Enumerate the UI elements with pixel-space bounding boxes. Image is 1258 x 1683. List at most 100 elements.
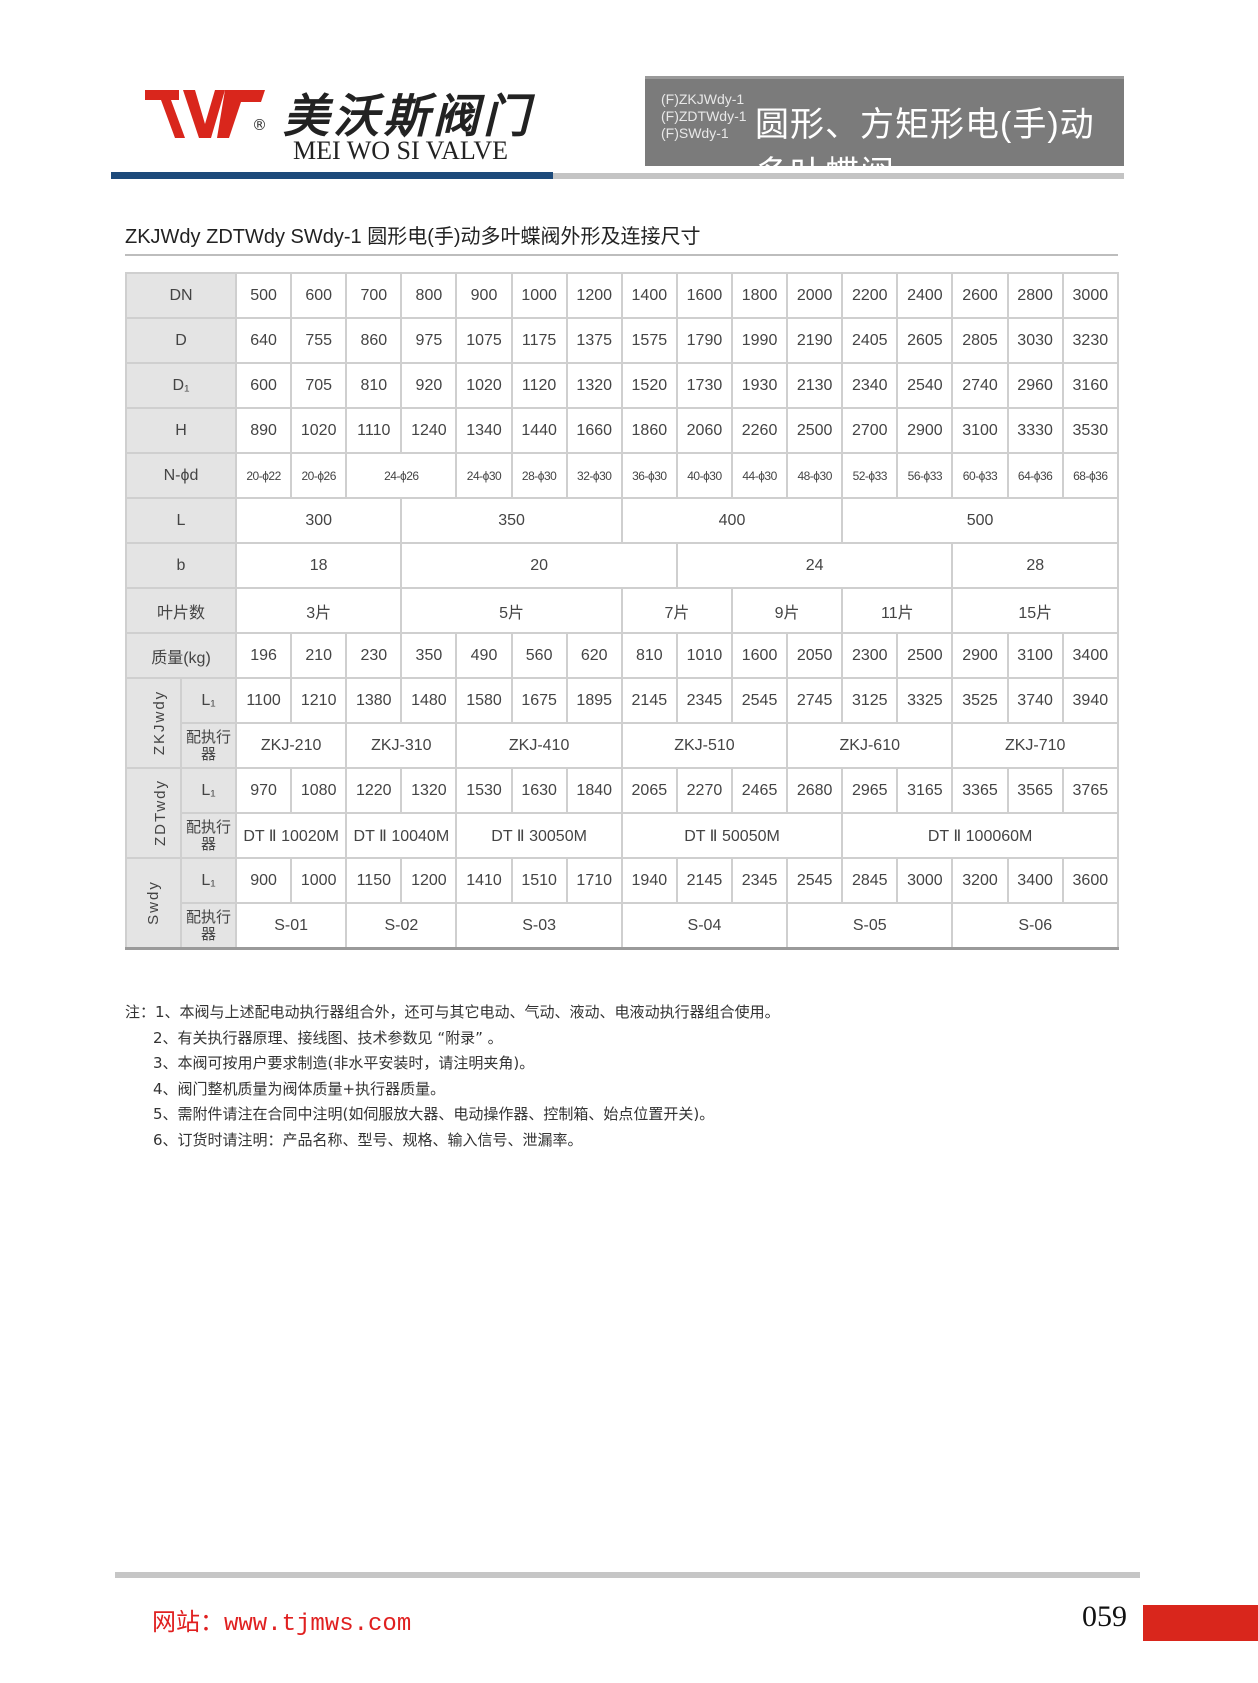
table-row: 配执行器 S-01 S-02 S-03 S-04 S-05 S-06 <box>126 902 1119 950</box>
table-cell: 52-ϕ33 <box>841 452 899 499</box>
table-cell: 1150 <box>345 857 403 904</box>
table-cell: 2400 <box>896 272 954 319</box>
table-cell: 20-ϕ22 <box>235 452 293 499</box>
table-cell: DT Ⅱ 10020M <box>235 812 348 859</box>
table-row: H 890 1020 1110 1240 1340 1440 1660 1860 2060 2260… <box>124 407 1120 454</box>
table-cell: DT Ⅱ 100060M <box>841 812 1119 859</box>
table-cell: S-06 <box>951 902 1119 950</box>
table-cell: 1895 <box>565 677 623 724</box>
table-cell: 920 <box>400 362 458 409</box>
table-cell: 2000 <box>786 272 844 319</box>
row-label: 配执行器 <box>179 902 238 950</box>
table-cell: 1510 <box>510 857 568 904</box>
table-cell: 1675 <box>510 677 568 724</box>
website-link[interactable]: 网站：www.tjmws.com <box>152 1611 412 1638</box>
table-cell: 60-ϕ33 <box>951 452 1009 499</box>
table-cell: 1080 <box>290 767 348 814</box>
table-cell: 810 <box>345 362 403 409</box>
table-cell: ZKJ-510 <box>620 722 789 769</box>
table-cell: 1575 <box>620 317 678 364</box>
table-cell: S-04 <box>620 902 789 950</box>
table-cell: 1480 <box>400 677 458 724</box>
table-cell: 1600 <box>730 632 789 679</box>
model-code: (F)ZKJWdy-1 <box>661 91 745 107</box>
table-cell: 3330 <box>1006 407 1064 454</box>
table-cell: 1940 <box>620 857 678 904</box>
table-cell: 3030 <box>1006 317 1064 364</box>
header-divider-grey <box>553 173 1124 179</box>
table-cell: 620 <box>565 632 623 679</box>
table-cell: 2300 <box>841 632 899 679</box>
table-cell: 2340 <box>841 362 899 409</box>
table-cell: 3400 <box>1006 857 1064 904</box>
table-cell: 1100 <box>235 677 293 724</box>
table-cell: 400 <box>620 497 844 544</box>
table-cell: 500 <box>235 272 293 319</box>
table-cell: 1020 <box>455 362 513 409</box>
table-cell: 2900 <box>951 632 1009 679</box>
table-cell: 3325 <box>896 677 954 724</box>
table-cell: 1400 <box>620 272 678 319</box>
note-item: 2、有关执行器原理、接线图、技术参数见 “附录” 。 <box>153 1028 503 1047</box>
table-cell: 32-ϕ30 <box>565 452 623 499</box>
table-cell: 2700 <box>841 407 899 454</box>
table-cell: 1010 <box>675 632 734 679</box>
row-label: 配执行器 <box>179 812 238 859</box>
table-cell: 1375 <box>565 317 623 364</box>
table-row: D₁ 600 705 810 920 1020 1120 1320 1520 1730 1930 21… <box>124 362 1120 409</box>
table-cell: 300 <box>235 497 403 544</box>
table-cell: 1580 <box>455 677 513 724</box>
row-label: N-ϕd <box>124 452 238 499</box>
table-cell: ZKJ-710 <box>951 722 1119 769</box>
brand-name-cn: 美沃斯阀门 <box>283 89 533 143</box>
table-cell: 2600 <box>951 272 1009 319</box>
table-cell: 3165 <box>896 767 954 814</box>
table-cell: 2465 <box>730 767 789 814</box>
table-cell: 2145 <box>620 677 678 724</box>
table-cell: 230 <box>345 632 403 679</box>
table-cell: 1600 <box>675 272 734 319</box>
table-cell: 3600 <box>1061 857 1120 904</box>
table-cell: 36-ϕ30 <box>620 452 678 499</box>
table-cell: 810 <box>620 632 678 679</box>
table-cell: 1220 <box>345 767 403 814</box>
table-cell: 640 <box>235 317 293 364</box>
row-label: D₁ <box>124 362 238 409</box>
table-cell: 2540 <box>896 362 954 409</box>
table-cell: 1730 <box>675 362 734 409</box>
table-cell: 700 <box>345 272 403 319</box>
group-label: Swdy <box>125 857 182 950</box>
table-cell: 2745 <box>786 677 844 724</box>
table-cell: 2405 <box>841 317 899 364</box>
table-cell: 2805 <box>951 317 1009 364</box>
table-cell: 2960 <box>1006 362 1064 409</box>
table-cell: 3230 <box>1061 317 1120 364</box>
table-cell: S-05 <box>786 902 954 950</box>
table-cell: 11片 <box>841 587 954 634</box>
notes: 注：1、本阀与上述配电动执行器组合外，还可与其它电动、气动、液动、电液动执行器组… <box>125 1000 780 1153</box>
table-cell: 1440 <box>510 407 568 454</box>
table-cell: 1860 <box>620 407 678 454</box>
table-cell: 48-ϕ30 <box>786 452 844 499</box>
table-cell: ZKJ-610 <box>786 722 954 769</box>
table-cell: 24-ϕ26 <box>345 452 458 499</box>
table-cell: 1930 <box>730 362 789 409</box>
table-cell: 40-ϕ30 <box>675 452 734 499</box>
table-cell: 3100 <box>1006 632 1064 679</box>
table-cell: 2345 <box>675 677 734 724</box>
table-cell: 2605 <box>896 317 954 364</box>
table-cell: 600 <box>235 362 293 409</box>
table-cell: 2060 <box>675 407 734 454</box>
table-cell: 28-ϕ30 <box>510 452 568 499</box>
note-item: 5、需附件请注在合同中注明(如伺服放大器、电动操作器、控制箱、始点位置开关)。 <box>153 1105 715 1123</box>
group-name: ZDTwdy <box>152 778 170 847</box>
table-cell: S-03 <box>455 902 623 950</box>
table-row: ZKJwdy L₁ 1100 1210 1380 1480 1580 1675 1895 2145… <box>125 677 1120 769</box>
table-cell: 1840 <box>565 767 623 814</box>
table-cell: 1110 <box>345 407 403 454</box>
table-cell: 2345 <box>730 857 789 904</box>
table-cell: 3525 <box>951 677 1009 724</box>
table-cell: 1000 <box>290 857 348 904</box>
table-cell: 44-ϕ30 <box>730 452 789 499</box>
